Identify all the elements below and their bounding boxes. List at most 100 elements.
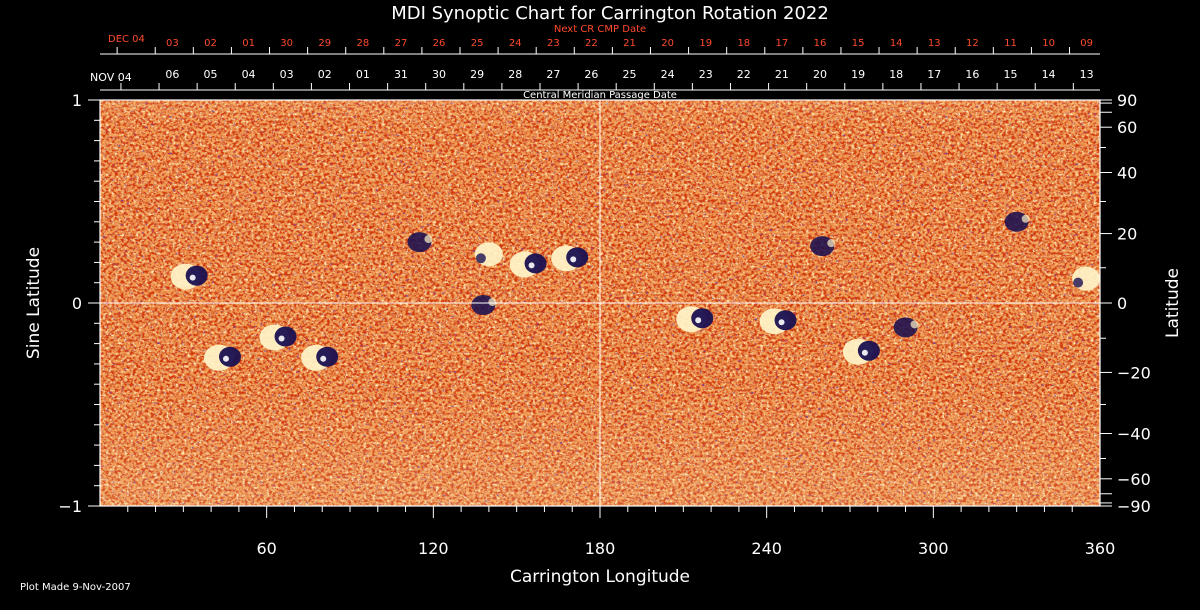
next-cr-date-label: 10 xyxy=(1042,38,1055,49)
active-region xyxy=(170,263,208,290)
cmp-date-label: 31 xyxy=(394,68,408,81)
active-region xyxy=(759,308,797,335)
next-cr-date-label: 09 xyxy=(1080,38,1093,49)
y-right-tick-label: 90 xyxy=(1117,91,1137,110)
cmp-date-label: 15 xyxy=(1003,68,1017,81)
y-left-tick-label: 0 xyxy=(72,294,82,313)
y-axis-right: 90 60 40 20 0 −20 −40 −60 −90 xyxy=(1100,91,1151,516)
cmp-date-label: 20 xyxy=(813,68,827,81)
x-tick-label: 120 xyxy=(418,539,449,558)
active-region xyxy=(810,236,836,257)
negative-spot xyxy=(475,253,486,264)
cmp-date-label: 30 xyxy=(432,68,446,81)
y-right-tick-label: −60 xyxy=(1117,470,1151,489)
core-spot xyxy=(320,355,327,362)
active-region xyxy=(204,344,241,371)
active-region xyxy=(842,338,880,365)
core-spot xyxy=(223,355,229,362)
y-right-tick-label: −40 xyxy=(1117,424,1151,443)
active-region xyxy=(407,232,433,253)
next-cr-date-label: 29 xyxy=(318,38,331,49)
core-spot xyxy=(695,317,702,324)
cmp-date-label: 25 xyxy=(623,68,637,81)
active-region xyxy=(676,306,714,333)
next-cr-date-label: 03 xyxy=(166,38,179,49)
cmp-date-label: 06 xyxy=(165,68,179,81)
next-cr-date-label: 30 xyxy=(280,38,293,49)
active-region xyxy=(1004,211,1030,232)
x-axis: 60 120 180 240 300 360 xyxy=(127,506,1115,558)
cmp-date-label: 29 xyxy=(470,68,484,81)
core-spot xyxy=(278,335,285,342)
negative-patch xyxy=(566,247,589,268)
negative-patch xyxy=(691,308,714,329)
cmp-date-label: 19 xyxy=(851,68,865,81)
next-cr-date-label: 21 xyxy=(623,38,636,49)
positive-spot xyxy=(910,320,919,329)
active-region xyxy=(551,245,589,272)
negative-patch xyxy=(185,265,208,286)
next-cr-date-label: 24 xyxy=(509,38,522,49)
negative-patch xyxy=(524,253,547,274)
next-cr-axis-label: Next CR CMP Date xyxy=(554,24,646,35)
x-tick-label: 180 xyxy=(585,539,616,558)
next-cr-date-label: 23 xyxy=(547,38,560,49)
cmp-date-label: 14 xyxy=(1042,68,1056,81)
active-region xyxy=(509,251,547,278)
cmp-axis-label: Central Meridian Passage Date xyxy=(523,90,677,101)
y-right-tick-label: 60 xyxy=(1117,118,1137,137)
active-region xyxy=(893,317,919,338)
next-cr-date-label: 27 xyxy=(395,38,408,49)
cmp-date-label: 18 xyxy=(889,68,903,81)
cmp-date-label: 23 xyxy=(699,68,713,81)
positive-spot xyxy=(488,298,497,307)
active-region xyxy=(1072,266,1100,291)
y-axis-left-label: Sine Latitude xyxy=(24,247,44,359)
y-right-tick-label: −20 xyxy=(1117,363,1151,382)
cmp-date-label: 27 xyxy=(546,68,560,81)
y-right-tick-label: 20 xyxy=(1117,225,1137,244)
next-cr-date-label: 18 xyxy=(737,38,750,49)
negative-patch xyxy=(274,326,297,347)
negative-patch xyxy=(857,340,880,361)
negative-spot xyxy=(1073,277,1084,288)
active-regions xyxy=(170,211,1100,371)
next-cr-date-label: 19 xyxy=(699,38,712,49)
cmp-date-label: 01 xyxy=(356,68,370,81)
active-region xyxy=(301,344,339,371)
active-region xyxy=(474,242,503,267)
cmp-date-label: 26 xyxy=(584,68,598,81)
plot-made-note: Plot Made 9-Nov-2007 xyxy=(20,582,131,593)
chart-title: MDI Synoptic Chart for Carrington Rotati… xyxy=(391,3,829,24)
core-spot xyxy=(861,349,868,356)
y-left-tick-label: 1 xyxy=(72,91,82,110)
negative-patch xyxy=(316,346,339,367)
next-cr-date-label: 28 xyxy=(356,38,369,49)
cmp-date-label: 24 xyxy=(661,68,675,81)
x-tick-label: 300 xyxy=(918,539,949,558)
active-region xyxy=(471,295,497,316)
cmp-date-label: 16 xyxy=(965,68,979,81)
cmp-date-label: 17 xyxy=(927,68,941,81)
positive-spot xyxy=(827,239,836,248)
next-cr-date-label: 22 xyxy=(585,38,598,49)
cmp-date-label: 13 xyxy=(1080,68,1094,81)
core-spot xyxy=(570,256,577,263)
next-cr-date-label: 25 xyxy=(471,38,484,49)
x-tick-label: 60 xyxy=(256,539,276,558)
next-cr-date-label: 13 xyxy=(928,38,941,49)
y-right-tick-label: 40 xyxy=(1117,164,1137,183)
cmp-date-label: 28 xyxy=(508,68,522,81)
y-axis-left: 1 0 −1 xyxy=(58,91,100,516)
y-right-tick-label: −90 xyxy=(1117,497,1151,516)
x-axis-label: Carrington Longitude xyxy=(510,567,690,587)
next-cr-date-label: 16 xyxy=(814,38,827,49)
next-cr-date-label: 26 xyxy=(433,38,446,49)
positive-spot xyxy=(424,235,433,244)
next-cr-date-label: 12 xyxy=(966,38,979,49)
next-cr-date-label: 01 xyxy=(242,38,255,49)
y-axis-right-label: Latitude xyxy=(1163,268,1183,338)
cmp-date-label: 03 xyxy=(280,68,294,81)
core-spot xyxy=(528,262,535,269)
